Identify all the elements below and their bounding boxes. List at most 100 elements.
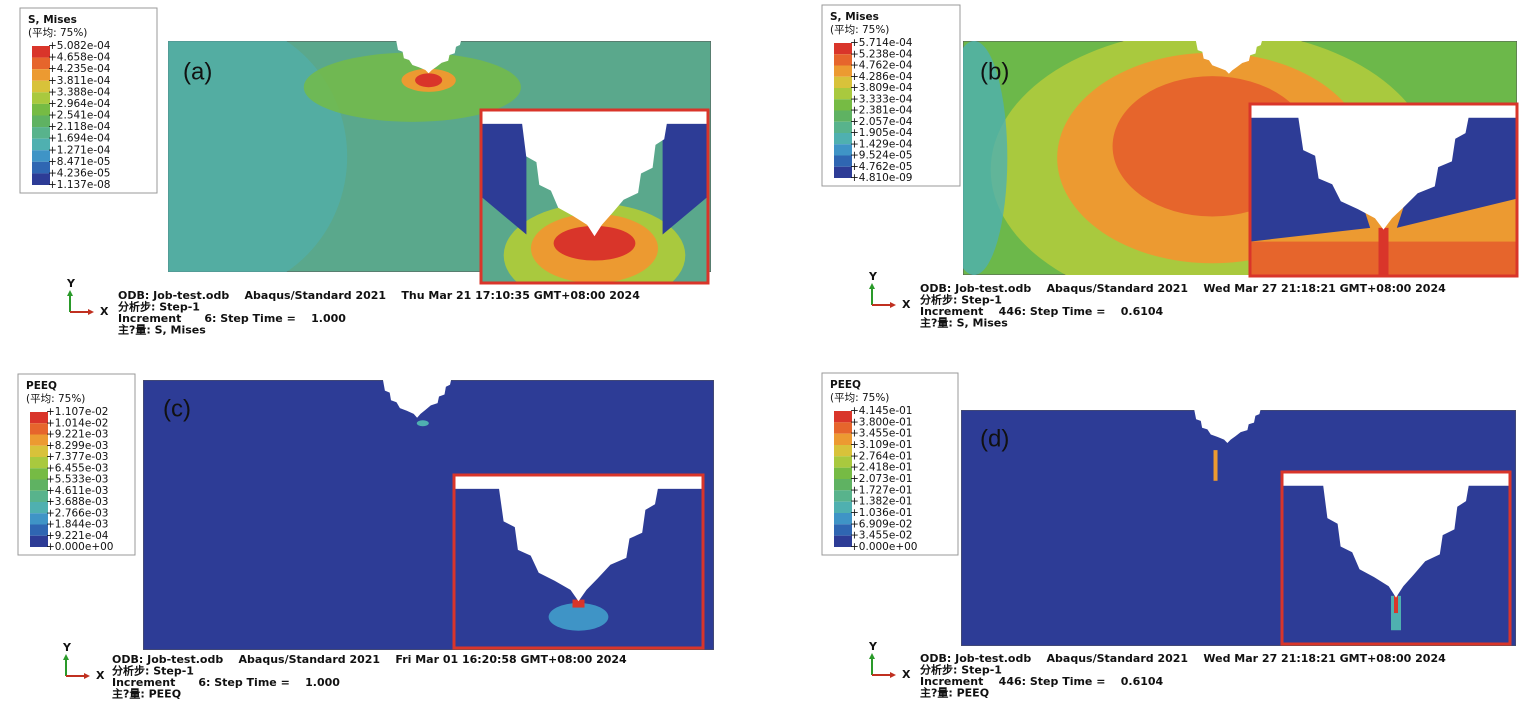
- legend-value: +1.036e-01: [850, 507, 912, 519]
- legend-swatch: [834, 467, 852, 479]
- legend-swatch: [32, 69, 50, 81]
- legend-swatch: [30, 513, 48, 525]
- legend-value: +5.714e-04: [850, 37, 913, 49]
- triad-x-head: [890, 672, 896, 678]
- legend-value: +5.533e-03: [46, 474, 108, 486]
- legend-value: +7.377e-03: [46, 451, 108, 463]
- info-line: 分析步: Step-1: [118, 300, 200, 314]
- legend-swatch: [834, 99, 852, 111]
- legend-swatch: [834, 513, 852, 525]
- legend-swatch: [834, 133, 852, 145]
- legend-value: +8.299e-03: [46, 440, 108, 452]
- legend-swatch: [30, 434, 48, 446]
- inset: [481, 110, 708, 283]
- legend-swatch: [834, 411, 852, 423]
- inset: [1282, 472, 1510, 644]
- panel-label: (b): [980, 58, 1009, 85]
- info-line: 分析步: Step-1: [920, 663, 1002, 677]
- panel: (d)PEEQ(平均: 75%)+4.145e-01+3.800e-01+3.4…: [821, 372, 1516, 700]
- legend-value: +3.811e-04: [48, 75, 111, 87]
- legend-swatch: [834, 490, 852, 502]
- legend-value: +4.762e-04: [850, 60, 913, 72]
- info-line: Increment 6: Step Time = 1.000: [112, 676, 340, 689]
- contour: [1396, 104, 1517, 228]
- legend-swatch: [32, 92, 50, 104]
- inset-top: [1250, 104, 1517, 118]
- legend-value: +6.909e-02: [850, 518, 912, 530]
- legend-swatch: [834, 524, 852, 536]
- legend-swatch: [834, 479, 852, 491]
- legend-swatch: [30, 502, 48, 514]
- legend-value: +3.800e-01: [850, 416, 912, 428]
- legend-swatch: [30, 535, 48, 547]
- panel: (c)PEEQ(平均: 75%)+1.107e-02+1.014e-02+9.2…: [17, 373, 714, 701]
- legend-avg: (平均: 75%): [26, 393, 85, 405]
- legend-swatch: [32, 103, 50, 116]
- contour: [1378, 227, 1389, 276]
- legend-value: +2.418e-01: [850, 462, 912, 474]
- legend-swatch: [834, 501, 852, 513]
- legend-swatch: [32, 46, 50, 58]
- legend-swatch: [30, 468, 48, 480]
- notch: [498, 487, 659, 602]
- legend-swatch: [32, 115, 50, 128]
- contour: [553, 225, 636, 261]
- legend-value: +3.109e-01: [850, 439, 912, 451]
- legend-swatch: [32, 150, 50, 162]
- axis-y-label: Y: [868, 270, 878, 283]
- legend-value: +9.221e-04: [46, 530, 109, 542]
- legend-swatch: [32, 127, 50, 139]
- legend-value: +4.658e-04: [48, 52, 111, 64]
- notch: [382, 380, 452, 418]
- contour: [415, 73, 443, 88]
- legend-value: +3.455e-01: [850, 428, 912, 440]
- legend-value: +4.145e-01: [850, 405, 912, 417]
- info-line: Increment 446: Step Time = 0.6104: [920, 305, 1164, 318]
- contour: [1213, 450, 1218, 481]
- axis-y-label: Y: [62, 641, 72, 654]
- inset: [1250, 104, 1517, 276]
- legend-swatch: [834, 422, 852, 434]
- legend-swatch: [834, 121, 852, 133]
- contour: [662, 110, 708, 235]
- legend-value: +3.455e-02: [850, 530, 912, 542]
- legend-value: +1.694e-04: [48, 133, 111, 145]
- legend-value: +1.844e-03: [46, 519, 108, 531]
- legend-value: +2.541e-04: [48, 110, 111, 122]
- contour: [416, 420, 429, 427]
- legend-swatch: [834, 110, 852, 122]
- legend-swatch: [834, 65, 852, 77]
- inset-frame: [479, 108, 710, 285]
- legend-value: +1.271e-04: [48, 144, 111, 156]
- legend-swatch: [32, 57, 50, 70]
- contour: [168, 41, 348, 272]
- legend-value: +1.137e-08: [48, 179, 110, 191]
- legend-swatch: [834, 155, 852, 167]
- panel-label: (d): [980, 425, 1009, 452]
- legend-value: +4.611e-03: [46, 485, 108, 497]
- legend-swatch: [30, 479, 48, 491]
- legend-swatch: [834, 76, 852, 88]
- legend-swatch: [32, 80, 50, 93]
- inset-top: [1282, 472, 1510, 486]
- legend-swatch: [30, 423, 48, 435]
- legend-value: +2.057e-04: [850, 116, 913, 128]
- legend-swatch: [834, 166, 852, 178]
- legend-value: +9.524e-05: [850, 150, 912, 162]
- axis-y-label: Y: [66, 277, 76, 290]
- panel: (a) S, Mises(平均: 75%)+5.082e-04+4.658e-04…: [19, 7, 711, 337]
- legend-value: +8.471e-05: [48, 156, 110, 168]
- legend-value: +5.082e-04: [48, 40, 111, 52]
- legend-swatch: [32, 138, 50, 151]
- contour: [963, 41, 1008, 275]
- legend-value: +2.766e-03: [46, 507, 108, 519]
- legend-title: S, Mises: [28, 14, 77, 26]
- legend-title: PEEQ: [26, 380, 57, 392]
- info-line: ODB: Job-test.odb Abaqus/Standard 2021 W…: [920, 652, 1446, 665]
- legend-swatch: [834, 456, 852, 468]
- triad-x-head: [84, 673, 90, 679]
- info-line: ODB: Job-test.odb Abaqus/Standard 2021 T…: [118, 289, 640, 302]
- info-line: 主?量: S, Mises: [118, 323, 206, 337]
- contour: [548, 603, 609, 631]
- legend-swatch: [834, 88, 852, 100]
